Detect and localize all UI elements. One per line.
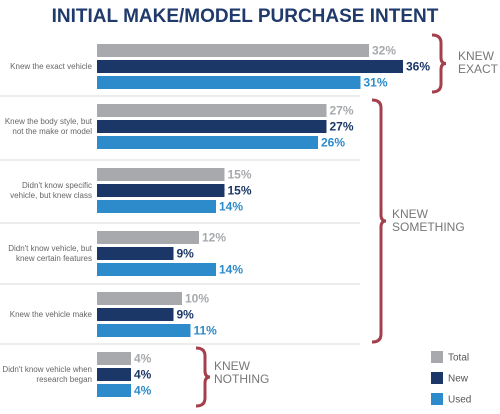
value-label: 36% xyxy=(406,60,430,74)
value-label: 11% xyxy=(194,324,218,338)
bar xyxy=(97,231,199,244)
legend-swatch xyxy=(431,372,443,384)
value-label: 4% xyxy=(134,384,152,398)
bar xyxy=(97,184,225,197)
category-label-box: Knew the exact vehicle xyxy=(10,61,92,71)
annotation: KNEW xyxy=(392,207,429,221)
bar xyxy=(97,263,216,276)
bar xyxy=(97,44,369,57)
bar xyxy=(97,200,216,213)
annotation: EXACT xyxy=(458,62,499,76)
value-label: 10% xyxy=(185,292,209,306)
bar xyxy=(97,60,403,73)
bar xyxy=(97,136,318,149)
annotation: SOMETHING xyxy=(392,220,465,234)
bar xyxy=(97,76,361,89)
legend-swatch xyxy=(431,351,443,363)
category-label: Didn't know specific vehicle, but knew c… xyxy=(10,180,92,200)
category-label-box: Didn't know specific vehicle, but knew c… xyxy=(10,180,92,200)
category-label: Knew the exact vehicle xyxy=(10,61,92,71)
bracket xyxy=(371,98,387,344)
value-label: 27% xyxy=(330,120,354,134)
value-label: 12% xyxy=(202,231,226,245)
value-label: 15% xyxy=(228,168,252,182)
bar xyxy=(97,104,327,117)
legend-swatch xyxy=(431,393,443,405)
value-label: 31% xyxy=(364,76,388,90)
value-label: 15% xyxy=(228,184,252,198)
bar xyxy=(97,308,174,321)
bar xyxy=(97,324,191,337)
category-label: Didn't know vehicle, but knew certain fe… xyxy=(8,243,92,263)
category-label-box: Knew the vehicle make xyxy=(9,309,92,319)
category-label-box: Knew the body style, but not the make or… xyxy=(4,116,92,136)
value-label: 9% xyxy=(177,247,195,261)
category-label: Knew the body style, but not the make or… xyxy=(4,116,92,136)
legend-label: Used xyxy=(448,395,471,406)
legend-label: New xyxy=(448,374,469,385)
category-label-box: Didn't know vehicle, but knew certain fe… xyxy=(8,243,92,263)
bar xyxy=(97,292,182,305)
value-label: 27% xyxy=(330,104,354,118)
legend-label: Total xyxy=(448,353,469,364)
value-label: 14% xyxy=(219,200,243,214)
value-label: 14% xyxy=(219,263,243,277)
value-label: 32% xyxy=(372,44,396,58)
category-label: Didn't know vehicle when research began xyxy=(2,364,92,384)
bar xyxy=(97,247,174,260)
value-label: 4% xyxy=(134,352,152,366)
annotation: KNEW xyxy=(458,49,495,63)
bar xyxy=(97,352,131,365)
category-label: Knew the vehicle make xyxy=(9,309,92,319)
value-label: 26% xyxy=(321,136,345,150)
bar xyxy=(97,120,327,133)
category-label-box: Didn't know vehicle when research began xyxy=(2,364,92,384)
annotation: KNEW xyxy=(214,359,251,373)
bar xyxy=(97,384,131,397)
bracket xyxy=(431,33,447,94)
value-label: 9% xyxy=(177,308,195,322)
annotation: NOTHING xyxy=(214,372,269,386)
chart-title: INITIAL MAKE/MODEL PURCHASE INTENT xyxy=(52,6,439,27)
bar xyxy=(97,368,131,381)
bar xyxy=(97,168,225,181)
bracket xyxy=(195,346,211,408)
value-label: 4% xyxy=(134,368,152,382)
